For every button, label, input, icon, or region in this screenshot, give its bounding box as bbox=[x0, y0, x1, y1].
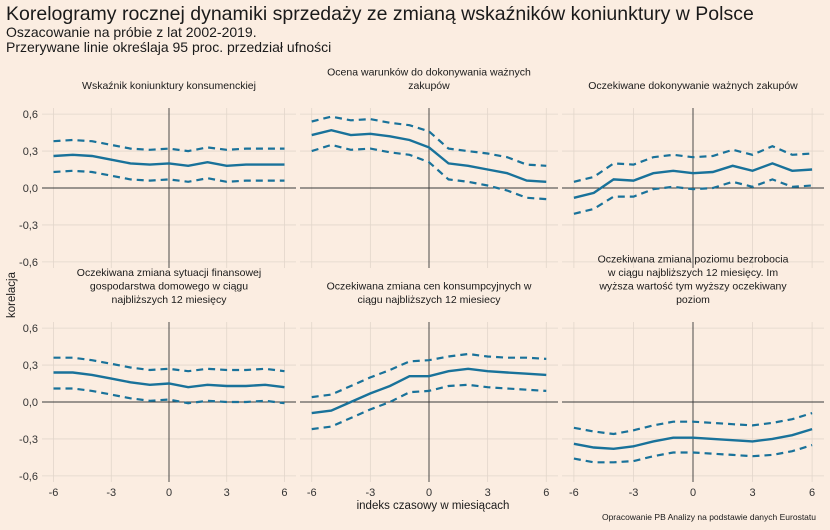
x-tick-label: 0 bbox=[166, 487, 172, 499]
upper-bound-line bbox=[573, 412, 813, 436]
panel-title-line: Ocena warunków do dokonywania ważnych bbox=[327, 67, 531, 79]
lower-bound-line bbox=[53, 169, 285, 183]
lower-bound-line bbox=[573, 444, 813, 464]
upper-bound-line bbox=[311, 352, 547, 399]
panel-title-line: gospodarstwa domowego w ciągu bbox=[90, 281, 248, 293]
panel-title-line: w ciągu najbliższych 12 miesięcy. Im bbox=[607, 267, 778, 279]
subtitle-line-2: Przerywane linie określaja 95 proc. prze… bbox=[6, 39, 332, 55]
panel-title-line: Oczekiwana zmiana sytuacji finansowej bbox=[77, 267, 261, 279]
y-tick-label: 0,0 bbox=[23, 397, 38, 409]
panel-4: Oczekiwana zmiana sytuacji finansowej gos… bbox=[19, 267, 296, 499]
correlation-line bbox=[311, 367, 547, 415]
y-tick-label: 0,6 bbox=[23, 109, 38, 121]
panel-title-line: Oczekiwane dokonywanie ważnych zakupów bbox=[588, 80, 798, 92]
correlation-line bbox=[53, 153, 285, 168]
panel-5: Oczekiwana zmiana cen konsumpcyjnych wci… bbox=[300, 281, 558, 499]
correlation-line bbox=[311, 128, 547, 183]
lower-bound-line bbox=[311, 143, 547, 201]
y-tick-label: 0,0 bbox=[23, 183, 38, 195]
y-tick-label: 0,6 bbox=[23, 323, 38, 335]
upper-bound-line bbox=[53, 138, 285, 153]
x-tick-label: -3 bbox=[106, 487, 116, 499]
upper-bound-line bbox=[53, 356, 285, 373]
correlation-line bbox=[573, 162, 813, 199]
panel-title-line: Wskaźnik koniunktury konsumenckiej bbox=[82, 80, 256, 92]
x-tick-label: 6 bbox=[543, 487, 549, 499]
x-tick-label: 3 bbox=[224, 487, 230, 499]
panel-title-line: wyższa wartość tym wyższy oczekiwany bbox=[598, 281, 787, 293]
y-tick-label: -0,3 bbox=[19, 220, 38, 232]
chart-subtitle: Oszacowanie na próbie z lat 2002-2019. P… bbox=[6, 25, 331, 55]
x-tick-label: 0 bbox=[690, 487, 696, 499]
y-tick-label: -0,6 bbox=[19, 471, 38, 483]
y-tick-label: 0,3 bbox=[23, 360, 38, 372]
x-tick-label: -6 bbox=[569, 487, 579, 499]
x-tick-label: -6 bbox=[49, 487, 59, 499]
x-tick-label: 3 bbox=[749, 487, 755, 499]
lower-bound-line bbox=[573, 178, 813, 215]
x-tick-label: -3 bbox=[365, 487, 375, 499]
panel-title-line: Oczekiwana zmiana poziomu bezrobocia bbox=[598, 254, 789, 266]
panel-title-line: najbliższych 12 miesięcy bbox=[112, 294, 228, 306]
panel-1: Wskaźnik koniunktury konsumenckiej -0,6 -0… bbox=[19, 80, 296, 269]
x-tick-label: -3 bbox=[629, 487, 639, 499]
y-tick-label: -0,3 bbox=[19, 434, 38, 446]
x-tick-label: 0 bbox=[426, 487, 432, 499]
panel-title-line: poziom bbox=[676, 294, 710, 306]
upper-bound-line bbox=[311, 115, 547, 167]
panel-title-line: zakupów bbox=[408, 80, 450, 92]
lower-bound-line bbox=[311, 383, 547, 431]
x-tick-label: 6 bbox=[281, 487, 287, 499]
y-tick-label: -0,6 bbox=[19, 257, 38, 269]
lower-bound-line bbox=[53, 387, 285, 405]
x-axis-label: indeks czasowy w miesiącach bbox=[357, 500, 510, 512]
panel-title-line: ciągu najbliższych 12 miesiecy bbox=[358, 294, 502, 306]
x-tick-label: -6 bbox=[307, 487, 317, 499]
upper-bound-line bbox=[573, 145, 813, 183]
correlation-line bbox=[53, 371, 285, 389]
x-tick-label: 6 bbox=[809, 487, 815, 499]
panel-2: Ocena warunków do dokonywania ważnychzak… bbox=[300, 67, 558, 268]
panel-title-line: Oczekiwana zmiana cen konsumpcyjnych w bbox=[327, 281, 532, 293]
chart-title: Korelogramy rocznej dynamiki sprzedaży z… bbox=[6, 3, 754, 25]
subtitle-line-1: Oszacowanie na próbie z lat 2002-2019. bbox=[6, 24, 257, 40]
panel-3: Oczekiwane dokonywanie ważnych zakupów bbox=[562, 80, 824, 268]
correlation-line bbox=[573, 427, 813, 451]
y-tick-label: 0,3 bbox=[23, 146, 38, 158]
y-axis-label: korelacja bbox=[6, 271, 18, 318]
source-caption: Opracowanie PB Analizy na podstawie dany… bbox=[601, 512, 816, 522]
x-tick-label: 3 bbox=[485, 487, 491, 499]
